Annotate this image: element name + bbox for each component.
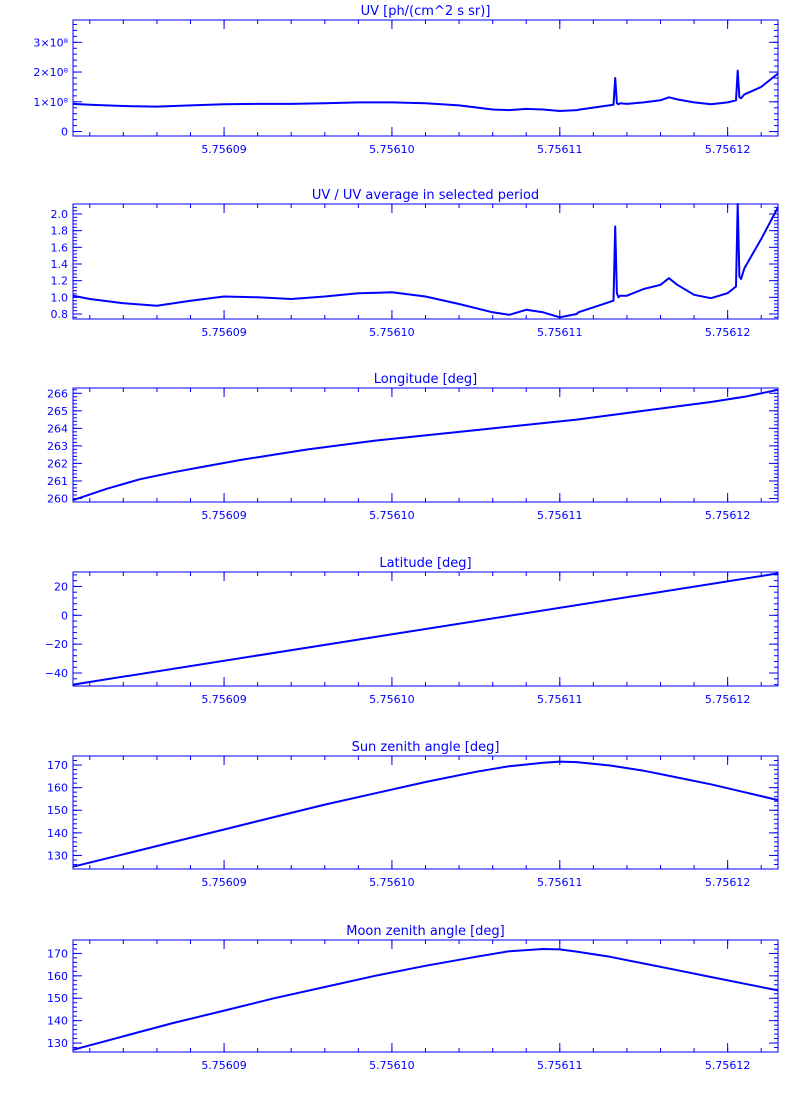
y-tick-label: 0: [61, 609, 68, 622]
x-tick-label: 5.75612: [705, 693, 751, 706]
x-tick-label: 5.75612: [705, 143, 751, 156]
chart-title: UV [ph/(cm^2 s sr)]: [361, 4, 491, 19]
x-tick-label: 5.75610: [369, 143, 415, 156]
x-tick-label: 5.75611: [537, 693, 583, 706]
data-series-line: [72, 948, 779, 1051]
x-tick-label: 5.75609: [201, 509, 247, 522]
x-tick-label: 5.75611: [537, 509, 583, 522]
x-tick-label: 5.75610: [369, 693, 415, 706]
y-tick-label: 0.8: [51, 308, 69, 321]
x-tick-label: 5.75609: [201, 326, 247, 339]
chart-panel-5: Sun zenith angle [deg] 5.75609 5.75610 5.75…: [47, 740, 779, 889]
chart-panel-2: UV / UV average in selected period 5.7560…: [51, 188, 779, 339]
y-tick-label: 260: [47, 492, 68, 505]
data-series-line: [72, 388, 779, 502]
plot-frame: [72, 19, 779, 137]
chart-title: Latitude [deg]: [379, 556, 471, 571]
chart-title: Longitude [deg]: [374, 372, 477, 387]
x-tick-label: 5.75612: [705, 509, 751, 522]
chart-panel-6: Moon zenith angle [deg] 5.75609 5.75610 5.7…: [47, 924, 779, 1072]
chart-title: Moon zenith angle [deg]: [346, 924, 504, 939]
x-tick-label: 5.75611: [537, 876, 583, 889]
y-tick-label: 2×10⁸: [33, 66, 68, 79]
x-tick-label: 5.75610: [369, 326, 415, 339]
y-tick-label: 261: [47, 475, 68, 488]
y-tick-label: 170: [47, 947, 68, 960]
data-series-line: [72, 69, 779, 112]
x-tick-label: 5.75611: [537, 326, 583, 339]
plot-frame: [72, 755, 779, 870]
y-tick-label: 20: [54, 580, 68, 593]
chart-title: UV / UV average in selected period: [312, 188, 539, 203]
y-tick-label: 1.6: [51, 241, 69, 254]
plot-frame: [72, 387, 779, 503]
x-tick-label: 5.75611: [537, 1059, 583, 1072]
chart-panel-3: Longitude [deg] 5.75609 5.75610 5.75611 5.75…: [47, 372, 779, 522]
x-tick-label: 5.75610: [369, 509, 415, 522]
y-tick-label: 170: [47, 759, 68, 772]
x-tick-label: 5.75610: [369, 1059, 415, 1072]
y-tick-label: 264: [47, 422, 68, 435]
y-tick-label: 160: [47, 970, 68, 983]
data-series-line: [72, 572, 779, 686]
y-tick-label: 150: [47, 804, 68, 817]
y-tick-label: 1.4: [51, 258, 69, 271]
y-tick-label: 263: [47, 440, 68, 453]
y-tick-label: −40: [45, 667, 68, 680]
y-tick-label: 150: [47, 992, 68, 1005]
x-tick-label: 5.75612: [705, 326, 751, 339]
x-tick-label: 5.75609: [201, 1059, 247, 1072]
y-tick-label: 3×10⁸: [33, 36, 68, 49]
y-tick-label: 1.0: [51, 291, 69, 304]
y-tick-label: 262: [47, 457, 68, 470]
y-tick-label: 140: [47, 827, 68, 840]
y-tick-label: 1.8: [51, 225, 69, 238]
x-tick-label: 5.75612: [705, 1059, 751, 1072]
y-tick-label: 0: [61, 126, 68, 139]
x-tick-label: 5.75609: [201, 876, 247, 889]
y-tick-label: 1×10⁸: [33, 96, 68, 109]
y-tick-label: 2.0: [51, 208, 69, 221]
y-tick-label: 140: [47, 1015, 68, 1028]
x-tick-label: 5.75609: [201, 143, 247, 156]
chart-panel-1: UV [ph/(cm^2 s sr)] 5.75609 5.75610 5.75611…: [33, 4, 779, 156]
y-tick-label: 160: [47, 782, 68, 795]
y-tick-label: 265: [47, 405, 68, 418]
x-tick-label: 5.75611: [537, 143, 583, 156]
y-tick-label: 1.2: [51, 275, 69, 288]
y-tick-label: −20: [45, 638, 68, 651]
data-series-line: [72, 760, 779, 868]
chart-panel-4: Latitude [deg] 5.75609 5.75610 5.75611 5.756…: [45, 556, 779, 706]
x-tick-label: 5.75610: [369, 876, 415, 889]
x-tick-label: 5.75612: [705, 876, 751, 889]
x-tick-label: 5.75609: [201, 693, 247, 706]
plot-frame: [72, 939, 779, 1053]
chart-title: Sun zenith angle [deg]: [352, 740, 500, 755]
y-tick-label: 130: [47, 1037, 68, 1050]
data-series-line: [72, 203, 779, 319]
y-tick-label: 266: [47, 387, 68, 400]
y-tick-label: 130: [47, 849, 68, 862]
